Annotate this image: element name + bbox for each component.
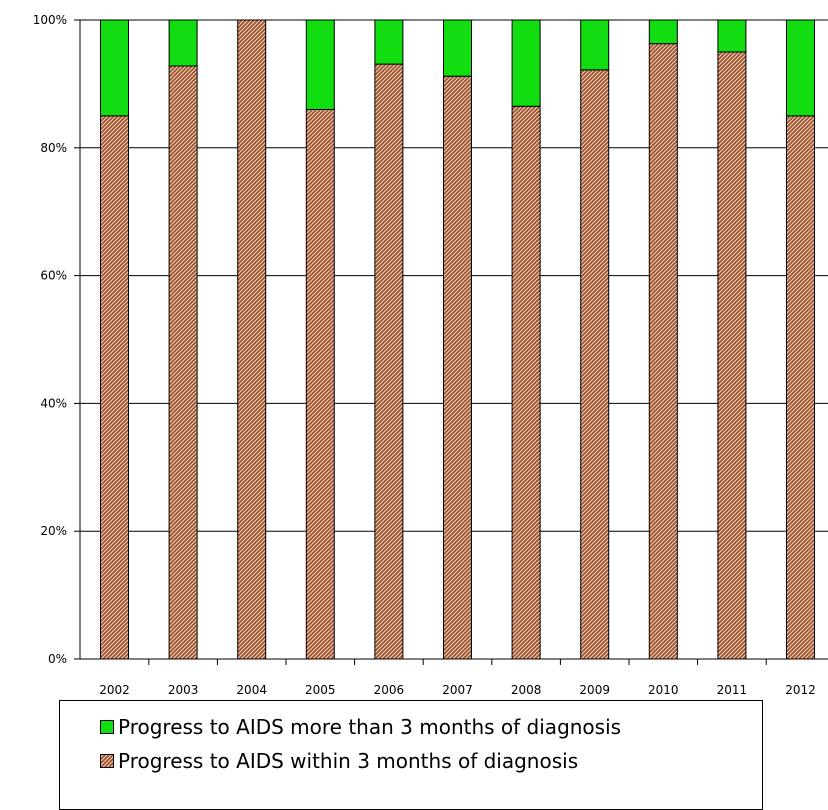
bar-within-3-months xyxy=(786,115,815,660)
y-tick-label: 100% xyxy=(33,13,67,27)
bar-within-3-months xyxy=(580,69,610,660)
bar-more-than-3-months xyxy=(168,19,198,67)
x-tick-label: 2010 xyxy=(648,683,679,697)
x-tick-label: 2011 xyxy=(717,683,748,697)
axes xyxy=(74,19,828,665)
bar-more-than-3-months xyxy=(511,19,541,107)
bar-more-than-3-months xyxy=(100,19,129,117)
x-tick-label: 2004 xyxy=(236,683,267,697)
bar-more-than-3-months xyxy=(443,19,472,77)
y-tick-label: 40% xyxy=(40,396,67,410)
bar-more-than-3-months xyxy=(305,19,335,110)
bar-within-3-months xyxy=(648,43,678,660)
bar-more-than-3-months xyxy=(786,19,815,117)
bar-more-than-3-months xyxy=(374,19,404,65)
y-tick-label: 60% xyxy=(40,269,67,283)
bar-more-than-3-months xyxy=(717,19,747,53)
x-tick-label: 2007 xyxy=(442,683,473,697)
legend-label: Progress to AIDS within 3 months of diag… xyxy=(118,749,579,773)
bar-within-3-months xyxy=(717,51,747,660)
legend-label: Progress to AIDS more than 3 months of d… xyxy=(118,715,622,739)
x-tick-label: 2006 xyxy=(374,683,405,697)
x-tick-label: 2002 xyxy=(99,683,130,697)
legend: Progress to AIDS more than 3 months of d… xyxy=(59,700,763,810)
bar-within-3-months xyxy=(237,19,267,660)
bar-within-3-months xyxy=(443,75,472,660)
x-tick-label: 2008 xyxy=(511,683,542,697)
x-tick-label: 2005 xyxy=(305,683,336,697)
bars xyxy=(100,19,815,660)
bar-within-3-months xyxy=(511,105,541,660)
y-tick-label: 80% xyxy=(40,141,67,155)
legend-item-more-than-3-months: Progress to AIDS more than 3 months of d… xyxy=(100,715,621,739)
legend-swatch-hatched xyxy=(100,754,114,768)
legend-item-within-3-months: Progress to AIDS within 3 months of diag… xyxy=(100,749,578,773)
x-tick-label: 2003 xyxy=(168,683,199,697)
bar-more-than-3-months xyxy=(580,19,610,71)
bar-more-than-3-months xyxy=(648,19,678,45)
bar-within-3-months xyxy=(168,65,198,660)
tick-labels: 0% 20% 40% 60% 80% 100% 2002 2003 2004 2005 2006 20… xyxy=(33,13,816,697)
x-tick-label: 2012 xyxy=(785,683,816,697)
bar-within-3-months xyxy=(374,63,404,660)
stacked-bar-chart: 0% 20% 40% 60% 80% 100% 2002 2003 2004 2005 2006 20… xyxy=(33,13,828,697)
bar-within-3-months xyxy=(305,108,335,660)
x-tick-label: 2009 xyxy=(579,683,610,697)
y-tick-label: 0% xyxy=(48,652,67,666)
bar-within-3-months xyxy=(100,115,129,660)
y-tick-label: 20% xyxy=(40,524,67,538)
legend-swatch-green xyxy=(100,720,114,734)
